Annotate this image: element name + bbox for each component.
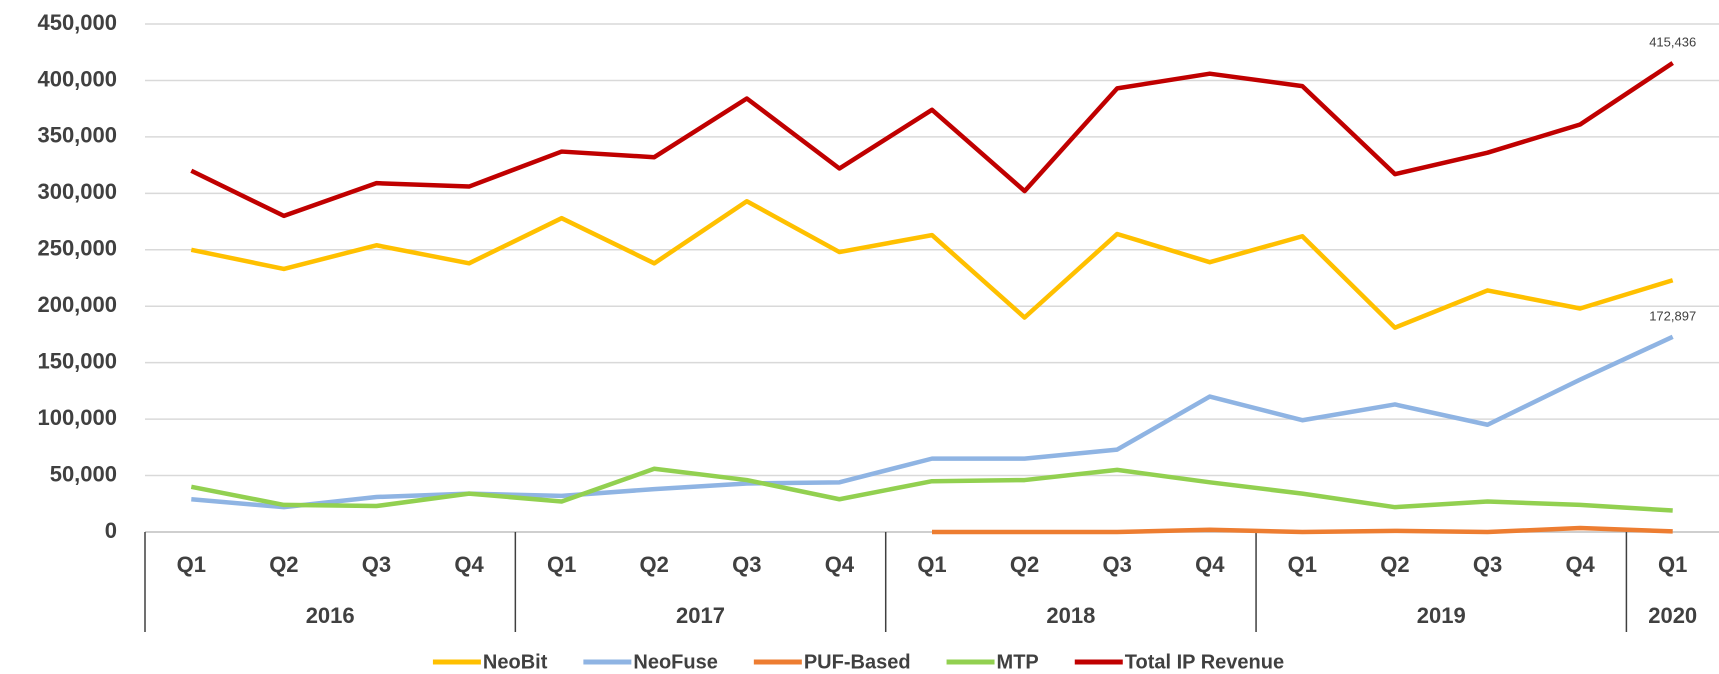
x-tick-label: Q4 xyxy=(1565,552,1595,577)
x-tick-label: Q3 xyxy=(1473,552,1502,577)
legend-item: Total IP Revenue xyxy=(1074,651,1284,673)
y-tick-label: 400,000 xyxy=(37,66,117,91)
x-tick-label: Q2 xyxy=(640,552,669,577)
legend-item: NeoFuse xyxy=(583,651,718,673)
legend-label: PUF-Based xyxy=(804,651,911,673)
x-tick-label: Q2 xyxy=(269,552,298,577)
group-label: 2016 xyxy=(306,603,355,628)
y-tick-label: 0 xyxy=(105,518,117,543)
y-tick-label: 150,000 xyxy=(37,348,117,373)
legend-label: NeoFuse xyxy=(633,651,717,673)
legend-item: NeoBit xyxy=(432,651,548,673)
x-tick-label: Q3 xyxy=(732,552,761,577)
group-label: 2017 xyxy=(676,603,725,628)
x-tick-label: Q1 xyxy=(1658,552,1687,577)
series-line xyxy=(932,525,1673,535)
series-line xyxy=(190,198,1674,330)
group-label: 2018 xyxy=(1046,603,1095,628)
y-tick-label: 100,000 xyxy=(37,405,117,430)
y-tick-label: 350,000 xyxy=(37,123,117,148)
y-tick-label: 300,000 xyxy=(37,179,117,204)
legend-label: Total IP Revenue xyxy=(1125,651,1284,673)
x-tick-label: Q4 xyxy=(825,552,855,577)
series-line xyxy=(191,334,1674,510)
x-tick-label: Q1 xyxy=(917,552,946,577)
x-tick-label: Q3 xyxy=(1102,552,1131,577)
group-label: 2020 xyxy=(1648,603,1697,628)
y-tick-label: 250,000 xyxy=(37,236,117,261)
y-tick-label: 50,000 xyxy=(50,461,117,486)
legend-item: PUF-Based xyxy=(753,651,911,673)
y-tick-label: 200,000 xyxy=(37,292,117,317)
legend-label: NeoBit xyxy=(483,651,548,673)
x-tick-label: Q1 xyxy=(1288,552,1317,577)
x-tick-label: Q4 xyxy=(1195,552,1225,577)
x-tick-label: Q1 xyxy=(177,552,206,577)
x-tick-label: Q2 xyxy=(1010,552,1039,577)
x-tick-label: Q2 xyxy=(1380,552,1409,577)
x-tick-label: Q4 xyxy=(454,552,484,577)
series-line xyxy=(190,61,1674,219)
group-label: 2019 xyxy=(1417,603,1466,628)
y-tick-label: 450,000 xyxy=(37,10,117,35)
legend-label: MTP xyxy=(997,651,1039,673)
x-tick-label: Q1 xyxy=(547,552,576,577)
value-label: 415,436 xyxy=(1649,34,1696,49)
series-line xyxy=(190,466,1673,513)
value-label: 172,897 xyxy=(1649,308,1696,323)
x-tick-label: Q3 xyxy=(362,552,391,577)
legend-item: MTP xyxy=(946,651,1039,673)
